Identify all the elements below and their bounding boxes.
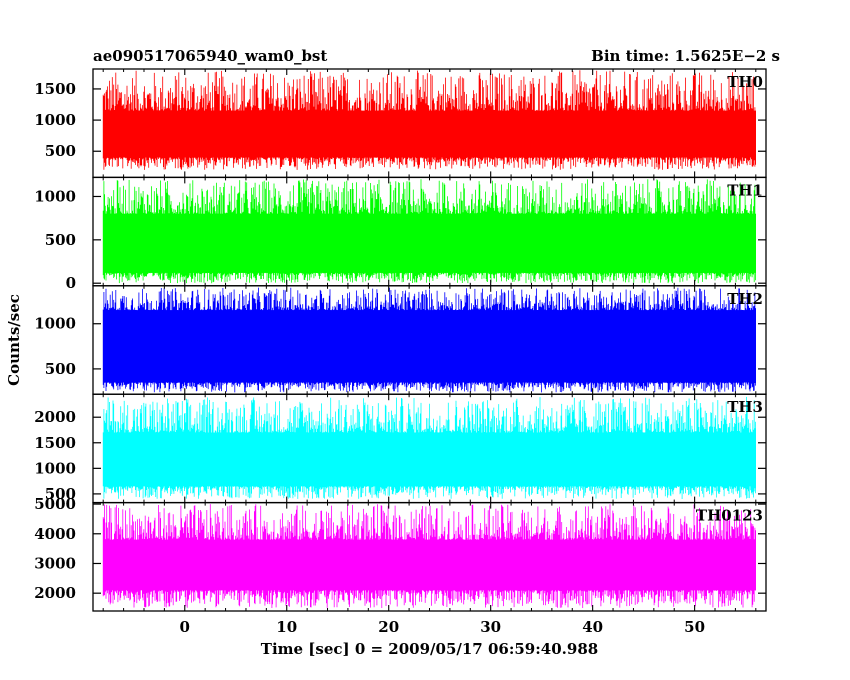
panel-th1: 0 500 1000 TH1 xyxy=(34,176,767,292)
panel-th0123: 2000 3000 4000 5000 TH0123 xyxy=(34,495,767,612)
signal-spikes-th2 xyxy=(102,287,756,393)
y-tick-label: 500 xyxy=(45,231,76,249)
x-tick-label: 50 xyxy=(684,618,705,636)
y-tick-label: 2000 xyxy=(34,584,76,602)
y-tick-label: 1500 xyxy=(34,434,76,452)
signal-th1 xyxy=(102,179,756,284)
x-tick-label: 10 xyxy=(276,618,297,636)
y-tick-label: 500 xyxy=(45,142,76,160)
panels-group: 500 1000 1500 TH0 0 500 1000 TH1 500 1000 TH2 500 10… xyxy=(34,68,767,612)
x-axis-title: Time [sec] 0 = 2009/05/17 06:59:40.988 xyxy=(261,640,598,658)
y-tick-label: 1000 xyxy=(34,459,76,477)
y-tick-label: 5000 xyxy=(34,495,76,513)
signal-th0 xyxy=(102,70,756,170)
y-tick-label: 1000 xyxy=(34,187,76,205)
x-axis: 0 10 20 30 40 50 xyxy=(180,618,706,636)
panel-th0: 500 1000 1500 TH0 xyxy=(34,68,767,179)
signal-spikes-th3 xyxy=(102,396,756,499)
panel-th3: 500 1000 1500 2000 TH3 xyxy=(34,393,767,504)
y-axis-title: Counts/sec xyxy=(5,294,23,386)
x-tick-label: 20 xyxy=(378,618,399,636)
bin-time-title: Bin time: 1.5625E−2 s xyxy=(591,47,780,65)
x-tick-label: 40 xyxy=(582,618,603,636)
signal-spikes-th0123 xyxy=(102,504,756,608)
signal-spikes-th0 xyxy=(102,70,756,170)
y-tick-label: 2000 xyxy=(34,408,76,426)
x-tick-label: 0 xyxy=(180,618,190,636)
y-tick-label: 500 xyxy=(45,485,76,503)
signal-th3 xyxy=(102,396,756,499)
y-tick-label: 1500 xyxy=(34,80,76,98)
panel-label-th0: TH0 xyxy=(727,73,763,91)
observation-id-title: ae090517065940_wam0_bst xyxy=(93,47,327,65)
panel-label-th1: TH1 xyxy=(727,181,763,199)
y-tick-label: 0 xyxy=(66,274,76,292)
y-tick-label: 500 xyxy=(45,360,76,378)
panel-label-th2: TH2 xyxy=(727,290,763,308)
panel-label-th3: TH3 xyxy=(727,398,763,416)
y-tick-label: 4000 xyxy=(34,525,76,543)
panel-th2: 500 1000 TH2 xyxy=(34,285,767,395)
y-tick-label: 3000 xyxy=(34,554,76,572)
y-tick-label: 1000 xyxy=(34,111,76,129)
signal-th2 xyxy=(102,287,756,393)
y-tick-label: 1000 xyxy=(34,315,76,333)
panel-label-th0123: TH0123 xyxy=(696,507,763,525)
signal-th0123 xyxy=(102,504,756,608)
x-tick-label: 30 xyxy=(480,618,501,636)
signal-spikes-th1 xyxy=(102,179,756,284)
